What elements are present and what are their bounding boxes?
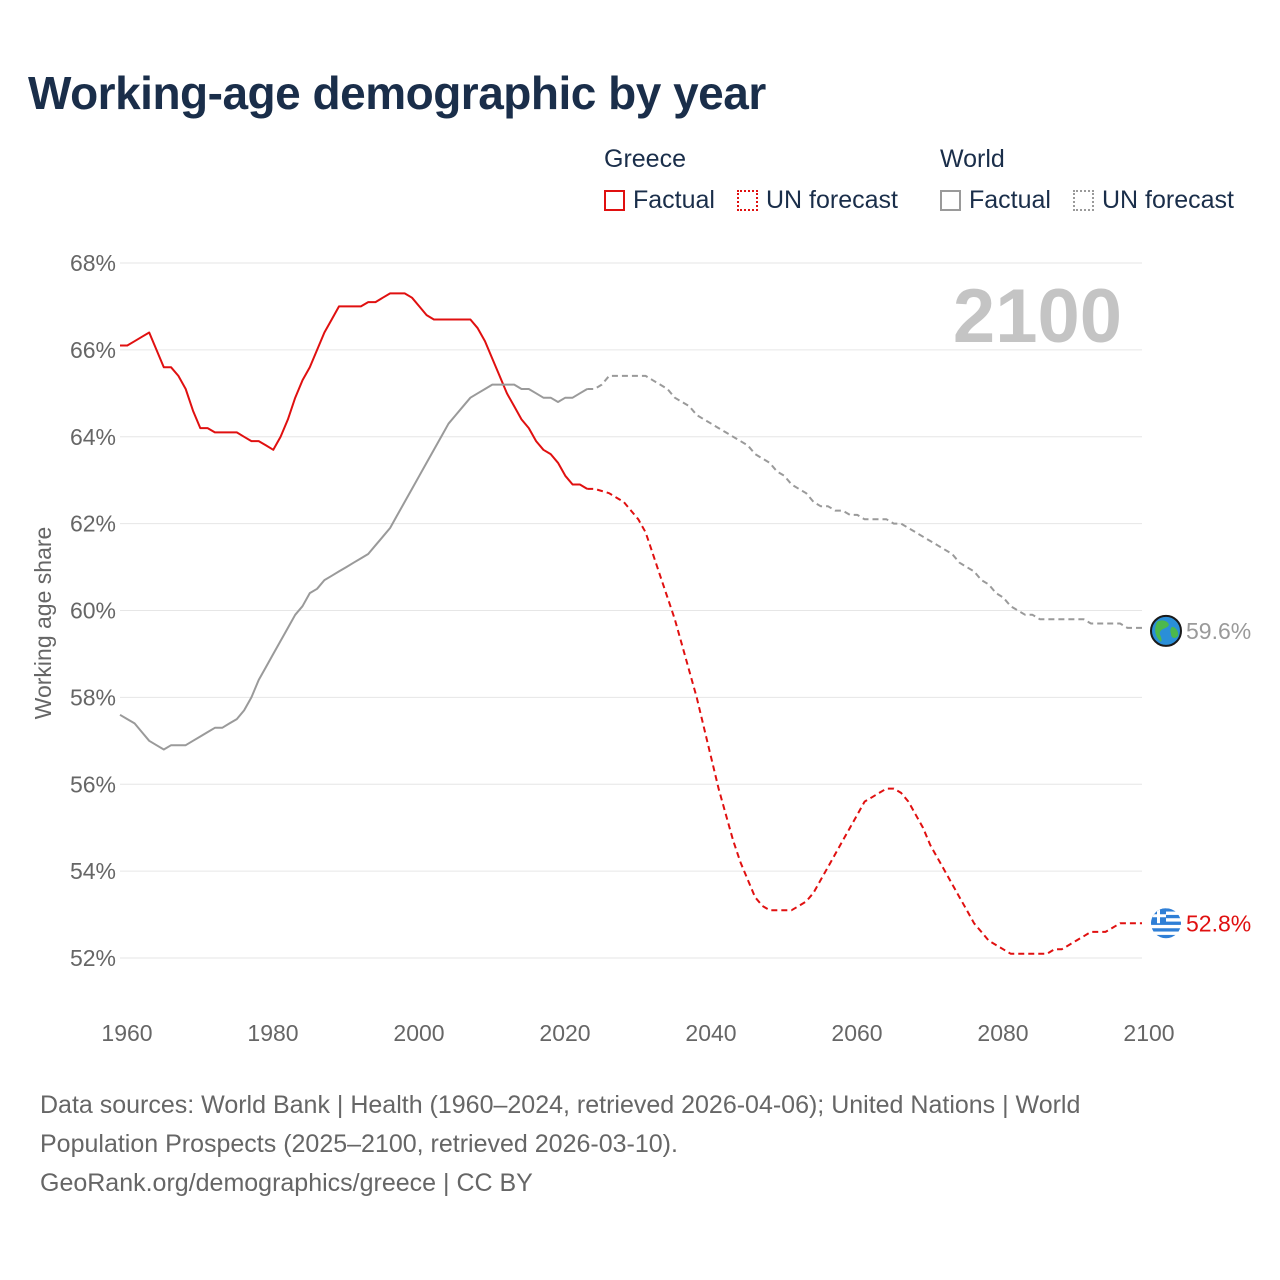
y-tick-label: 56% (70, 771, 116, 797)
y-tick-label: 60% (70, 598, 116, 624)
y-tick-label: 68% (70, 250, 116, 276)
x-tick-label: 2060 (831, 1020, 882, 1046)
y-tick-label: 66% (70, 337, 116, 363)
legend-label: Factual (633, 186, 715, 214)
x-tick-label: 2080 (977, 1020, 1028, 1046)
legend-world-forecast[interactable]: UN forecast (1073, 186, 1234, 215)
legend-world-factual[interactable]: Factual (940, 186, 1051, 215)
x-tick-label: 1960 (101, 1020, 152, 1046)
x-tick-label: 2040 (685, 1020, 736, 1046)
y-axis-ticks: 52% 54% 56% 58% 60% 62% 64% 66% 68% (70, 250, 116, 971)
y-tick-label: 62% (70, 511, 116, 537)
x-tick-label: 1980 (247, 1020, 298, 1046)
y-tick-label: 64% (70, 424, 116, 450)
gridlines (120, 262, 1142, 959)
x-tick-label: 2020 (539, 1020, 590, 1046)
x-tick-label: 2100 (1123, 1020, 1174, 1046)
y-tick-label: 52% (70, 945, 116, 971)
legend-label: UN forecast (766, 186, 898, 214)
y-tick-label: 58% (70, 684, 116, 710)
source-note: Data sources: World Bank | Health (1960–… (40, 1086, 1180, 1203)
legend-label: Factual (969, 186, 1051, 214)
year-watermark: 2100 (953, 274, 1122, 359)
legend-group-greece: Greece (604, 145, 686, 173)
series-lines (119, 292, 1142, 955)
x-tick-label: 2000 (393, 1020, 444, 1046)
legend-swatch-greece-factual (604, 190, 625, 211)
y-tick-label: 54% (70, 858, 116, 884)
world-forecast-line[interactable] (587, 374, 1142, 629)
greece-forecast-line[interactable] (587, 487, 1142, 955)
y-axis-title: Working age share (30, 527, 56, 720)
end-markers: 59.6% 52.8% (1150, 614, 1251, 939)
greece-flag-icon (1151, 908, 1181, 939)
greece-factual-line[interactable] (120, 292, 588, 490)
legend-greece-factual[interactable]: Factual (604, 186, 715, 215)
legend-swatch-greece-forecast (737, 190, 758, 211)
legend-greece-forecast[interactable]: UN forecast (737, 186, 898, 215)
chart-title: Working-age demographic by year (28, 67, 766, 119)
legend-swatch-world-factual (940, 190, 961, 211)
world-end-value-label: 59.6% (1186, 618, 1251, 644)
world-factual-line[interactable] (119, 383, 588, 751)
source-text: Data sources: World Bank | Health (1960–… (40, 1091, 1081, 1158)
globe-icon (1150, 614, 1182, 647)
greece-end-value-label: 52.8% (1186, 910, 1251, 936)
legend-label: UN forecast (1102, 186, 1234, 214)
line-chart: 52% 54% 56% 58% 60% 62% 64% 66% 68% 1960 1980 2000… (30, 250, 1251, 1046)
legend-swatch-world-forecast (1073, 190, 1094, 211)
x-axis-ticks: 1960 1980 2000 2020 2040 2060 2080 2100 (101, 1020, 1174, 1046)
legend-group-world: World (940, 145, 1005, 173)
source-link[interactable]: GeoRank.org/demographics/greece | CC BY (40, 1169, 533, 1197)
